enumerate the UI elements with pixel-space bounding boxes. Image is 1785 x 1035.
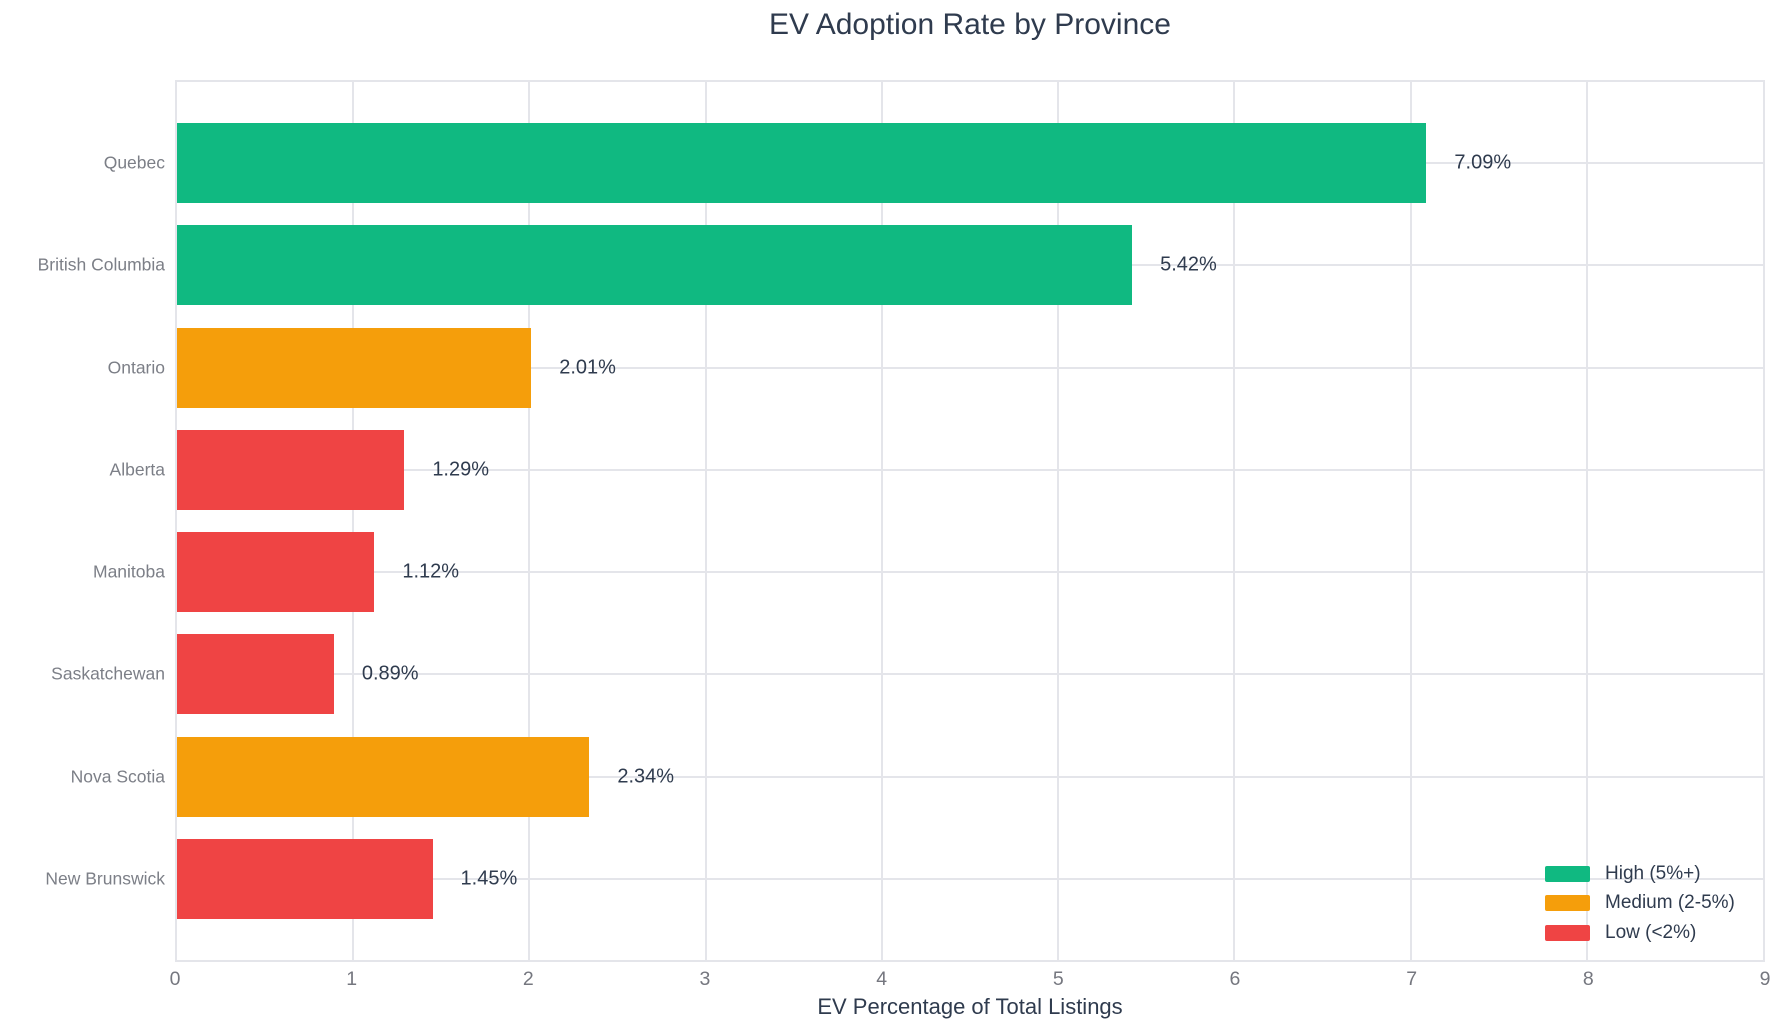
- value-label-nova-scotia: 2.34%: [617, 765, 675, 788]
- x-tick-8: 8: [1582, 968, 1594, 990]
- bar-row-british-columbia: British Columbia 5.42%: [38, 214, 1763, 316]
- category-label-manitoba: Manitoba: [93, 561, 165, 582]
- x-tick-3: 3: [699, 968, 711, 990]
- value-label-british-columbia: 5.42%: [1160, 253, 1217, 276]
- x-tick-6: 6: [1229, 968, 1241, 990]
- bar-row-manitoba: Manitoba 1.12%: [93, 521, 1763, 623]
- chart-title: EV Adoption Rate by Province: [769, 8, 1171, 41]
- y-gridline: [177, 366, 1763, 369]
- value-label-new-brunswick: 1.45%: [460, 867, 518, 890]
- value-label-saskatchewan: 0.89%: [361, 662, 419, 685]
- bar-british-columbia[interactable]: [177, 225, 1133, 306]
- x-gridline-2: [528, 82, 531, 960]
- x-gridline-7: [1409, 82, 1412, 960]
- x-gridline-4: [880, 82, 883, 960]
- bar-nova-scotia[interactable]: [177, 736, 590, 817]
- legend-item-low[interactable]: Low (<2%): [1545, 918, 1735, 948]
- x-axis-title: EV Percentage of Total Listings: [817, 994, 1123, 1019]
- legend-item-high[interactable]: High (5%+): [1545, 859, 1735, 889]
- legend-label-medium: Medium (2-5%): [1605, 892, 1735, 914]
- bar-quebec[interactable]: [177, 123, 1427, 204]
- bar-new-brunswick[interactable]: [177, 838, 433, 919]
- bar-row-new-brunswick: New Brunswick 1.45%: [45, 828, 1763, 930]
- category-label-alberta: Alberta: [109, 459, 165, 480]
- y-gridline: [177, 877, 1763, 880]
- x-gridline-8: [1585, 82, 1588, 960]
- y-gridline: [177, 775, 1763, 778]
- value-label-ontario: 2.01%: [559, 356, 616, 379]
- x-gridline-6: [1233, 82, 1236, 960]
- legend-swatch-medium: [1545, 895, 1590, 912]
- value-label-alberta: 1.29%: [432, 458, 490, 481]
- bar-row-saskatchewan: Saskatchewan 0.89%: [51, 623, 1763, 725]
- legend-swatch-high: [1545, 865, 1590, 882]
- bar-saskatchewan[interactable]: [177, 634, 334, 715]
- legend-swatch-low: [1545, 924, 1590, 941]
- x-tick-4: 4: [876, 968, 888, 990]
- bar-row-ontario: Ontario 2.01%: [108, 317, 1763, 419]
- x-gridline-1: [352, 82, 355, 960]
- value-label-quebec: 7.09%: [1454, 151, 1512, 174]
- legend-item-medium[interactable]: Medium (2-5%): [1545, 889, 1735, 919]
- x-tick-5: 5: [1052, 968, 1064, 990]
- bar-row-nova-scotia: Nova Scotia 2.34%: [71, 726, 1763, 828]
- x-tick-2: 2: [522, 968, 534, 990]
- bar-row-alberta: Alberta 1.29%: [110, 419, 1763, 521]
- x-gridline-3: [704, 82, 707, 960]
- bar-manitoba[interactable]: [177, 532, 375, 613]
- y-gridline: [177, 468, 1763, 471]
- x-tick-0: 0: [169, 968, 181, 990]
- bar-alberta[interactable]: [177, 429, 405, 510]
- x-tick-7: 7: [1406, 968, 1418, 990]
- legend-label-low: Low (<2%): [1605, 921, 1697, 943]
- bar-ontario[interactable]: [177, 327, 532, 408]
- y-gridline: [177, 571, 1763, 574]
- category-label-saskatchewan: Saskatchewan: [51, 663, 165, 684]
- x-gridline-5: [1057, 82, 1060, 960]
- bar-row-quebec: Quebec 7.09%: [104, 112, 1763, 214]
- category-label-nova-scotia: Nova Scotia: [70, 766, 165, 787]
- legend-label-high: High (5%+): [1605, 862, 1701, 884]
- x-axis-ticks: 0 1 2 3 4 5 6 7 8 9: [170, 968, 1771, 992]
- y-gridline: [177, 673, 1763, 676]
- category-label-british-columbia: British Columbia: [37, 254, 165, 275]
- x-tick-9: 9: [1759, 968, 1771, 990]
- legend: High (5%+) Medium (2-5%) Low (<2%): [1545, 859, 1735, 948]
- bar-rows: Quebec 7.09% British Columbia 5.42% Ontario 2…: [38, 112, 1763, 930]
- plot-area: Quebec 7.09% British Columbia 5.42% Ontario 2…: [38, 80, 1765, 962]
- value-label-manitoba: 1.12%: [402, 560, 460, 583]
- category-label-new-brunswick: New Brunswick: [45, 868, 165, 889]
- category-label-quebec: Quebec: [103, 152, 165, 173]
- x-tick-1: 1: [346, 968, 358, 990]
- category-label-ontario: Ontario: [107, 357, 165, 378]
